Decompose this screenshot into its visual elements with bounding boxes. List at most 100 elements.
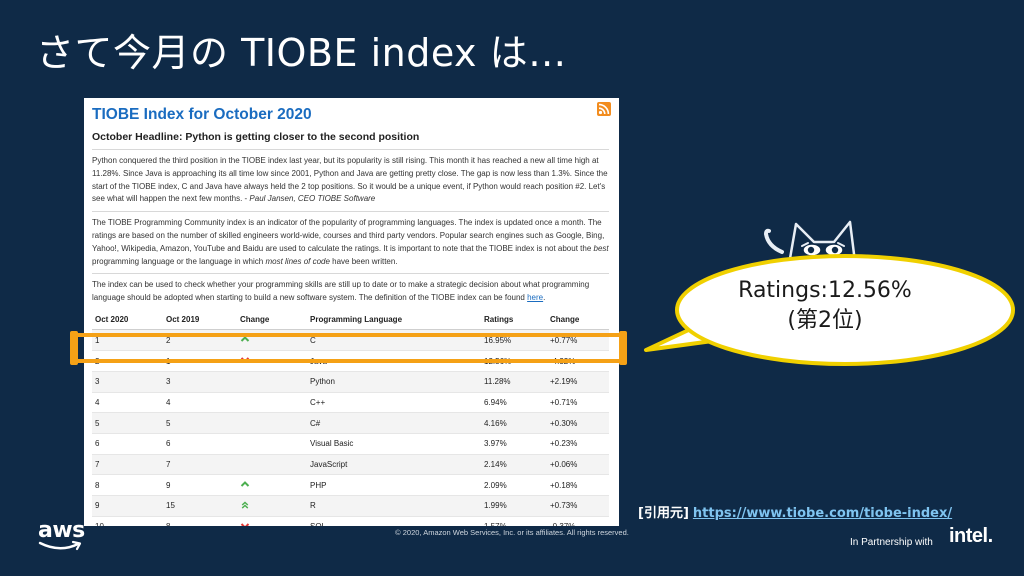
rating-value: 11.28%	[484, 371, 550, 393]
citation-link[interactable]: https://www.tiobe.com/tiobe-index/	[692, 506, 953, 521]
rank-2019: 9	[166, 474, 240, 496]
paragraph-3-text: The index can be used to check whether y…	[92, 280, 590, 303]
table-row: 6 6 Visual Basic 3.97% +0.23%	[92, 433, 609, 455]
quote-author: Paul Jansen, CEO TIOBE Software	[249, 194, 376, 204]
trend-cell	[240, 454, 310, 476]
tiobe-screenshot: TIOBE Index for October 2020 October Hea…	[84, 98, 619, 526]
divider	[92, 149, 609, 150]
double-chevron-up-icon	[241, 501, 249, 509]
paragraph-2-text-a: The TIOBE Programming Community index is…	[92, 218, 605, 253]
trend-cell	[240, 371, 310, 393]
chevron-down-icon	[240, 522, 250, 526]
slide-title: さて今月の TIOBE index は…	[36, 31, 567, 75]
language-name: C#	[310, 412, 484, 434]
header-change: Change	[240, 309, 310, 331]
change-value: +0.30%	[550, 412, 609, 434]
table-row: 7 7 JavaScript 2.14% +0.06%	[92, 454, 609, 476]
language-name: Visual Basic	[310, 433, 484, 455]
header-oct-2020: Oct 2020	[92, 309, 166, 331]
rss-icon[interactable]	[597, 102, 611, 116]
paragraph-3-end: .	[543, 293, 546, 303]
language-name: Python	[310, 371, 484, 393]
change-value: +0.18%	[550, 474, 609, 496]
rank-2020: 4	[92, 392, 166, 414]
copyright: © 2020, Amazon Web Services, Inc. or its…	[395, 528, 629, 537]
language-name: PHP	[310, 474, 484, 496]
table-header-row: Oct 2020 Oct 2019 Change Programming Lan…	[92, 309, 609, 331]
divider	[92, 273, 609, 275]
citation-label: [引用元]	[638, 506, 689, 521]
header-oct-2019: Oct 2019	[166, 309, 240, 331]
table-row: 5 5 C# 4.16% +0.30%	[92, 412, 609, 434]
article-title: TIOBE Index for October 2020	[92, 106, 312, 123]
trend-cell	[240, 495, 310, 517]
change-value: -0.37%	[550, 516, 609, 526]
aws-logo: aws	[38, 518, 85, 543]
chevron-up-icon	[240, 481, 250, 487]
aws-smile-icon	[38, 540, 82, 551]
paragraph-3: The index can be used to check whether y…	[92, 279, 609, 305]
language-name: SQL	[310, 516, 484, 526]
rating-value: 2.14%	[484, 454, 550, 476]
table-row: 108 SQL1.57%-0.37%	[92, 516, 609, 526]
trend-cell	[240, 412, 310, 434]
definition-link[interactable]: here	[527, 293, 544, 303]
rank-2020: 7	[92, 454, 166, 476]
header-language: Programming Language	[310, 309, 484, 331]
rank-2019: 15	[166, 495, 240, 517]
rating-value: 1.99%	[484, 495, 550, 517]
change-value: +2.19%	[550, 371, 609, 393]
paragraph-1: Python conquered the third position in t…	[92, 155, 609, 206]
table-row: 8 9 PHP 2.09% +0.18%	[92, 474, 609, 496]
language-name: R	[310, 495, 484, 517]
rank-2020: 10	[92, 516, 166, 526]
paragraph-1-text: Python conquered the third position in t…	[92, 156, 608, 204]
rating-value: 6.94%	[484, 392, 550, 414]
language-name: C++	[310, 392, 484, 414]
rank-2019: 4	[166, 392, 240, 414]
trend-cell	[240, 516, 310, 526]
rank-2019: 6	[166, 433, 240, 455]
paragraph-2: The TIOBE Programming Community index is…	[92, 217, 609, 268]
change-value: +0.06%	[550, 454, 609, 476]
header-ratings: Ratings	[484, 309, 550, 331]
bubble-text: Ratings:12.56% (第2位)	[700, 276, 950, 336]
table-row: 3 3 Python 11.28% +2.19%	[92, 371, 609, 393]
language-name: JavaScript	[310, 454, 484, 476]
paragraph-2-text-c: have been written.	[329, 256, 398, 266]
bubble-rating: Ratings:12.56%	[738, 278, 912, 303]
rating-value: 3.97%	[484, 433, 550, 455]
paragraph-2-text-b: programming language or the language in …	[92, 256, 266, 266]
partner-text: In Partnership with	[850, 537, 933, 548]
rank-2020: 9	[92, 495, 166, 517]
citation: [引用元] https://www.tiobe.com/tiobe-index/	[638, 502, 952, 521]
ranking-table: Oct 2020 Oct 2019 Change Programming Lan…	[92, 309, 609, 526]
change-value: +0.71%	[550, 392, 609, 414]
chevron-up-icon	[240, 336, 250, 343]
rank-2019: 7	[166, 454, 240, 476]
rating-value: 1.57%	[484, 516, 550, 526]
intel-logo: intel.	[949, 525, 993, 547]
rank-2019: 3	[166, 371, 240, 393]
rank-2020: 3	[92, 371, 166, 393]
rating-value: 2.09%	[484, 474, 550, 496]
table-row: 9 15 R 1.99% +0.73%	[92, 495, 609, 517]
change-value: +0.73%	[550, 495, 609, 517]
rank-2020: 8	[92, 474, 166, 496]
rank-2019: 8	[166, 516, 240, 526]
trend-cell	[240, 392, 310, 414]
rating-value: 4.16%	[484, 412, 550, 434]
speech-bubble	[644, 254, 1015, 366]
emphasis-most-lines: most lines of code	[265, 256, 330, 266]
rank-2019: 5	[166, 412, 240, 434]
rank-2020: 6	[92, 433, 166, 455]
rank-2020: 5	[92, 412, 166, 434]
bubble-rank: (第2位)	[787, 308, 863, 333]
java-row-highlight	[72, 333, 625, 363]
table-row: 4 4 C++ 6.94% +0.71%	[92, 392, 609, 414]
divider	[92, 211, 609, 213]
change-value: +0.23%	[550, 433, 609, 455]
header-change-pct: Change	[550, 309, 609, 331]
trend-cell	[240, 474, 310, 496]
article-headline: October Headline: Python is getting clos…	[92, 131, 420, 143]
